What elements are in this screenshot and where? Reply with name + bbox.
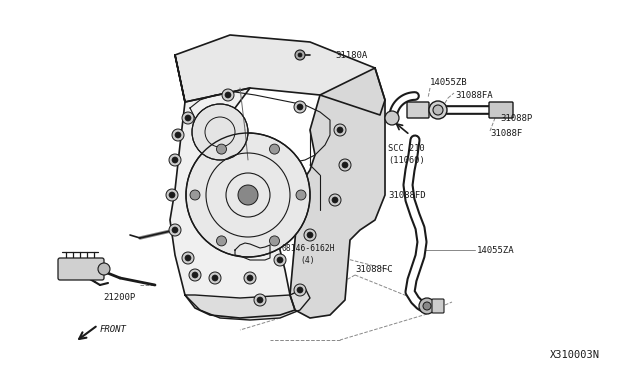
FancyBboxPatch shape xyxy=(432,299,444,313)
Circle shape xyxy=(277,257,283,263)
Circle shape xyxy=(332,197,338,203)
Polygon shape xyxy=(175,35,385,115)
Text: 31088FC: 31088FC xyxy=(355,266,392,275)
Circle shape xyxy=(297,287,303,293)
Circle shape xyxy=(269,144,280,154)
Circle shape xyxy=(192,104,248,160)
Circle shape xyxy=(185,255,191,261)
Circle shape xyxy=(269,236,280,246)
Text: 31088FA: 31088FA xyxy=(455,90,493,99)
Circle shape xyxy=(257,297,263,303)
Text: 14055ZB: 14055ZB xyxy=(430,77,468,87)
Circle shape xyxy=(337,127,343,133)
Circle shape xyxy=(433,105,443,115)
Text: 21200P: 21200P xyxy=(103,294,135,302)
Circle shape xyxy=(185,115,191,121)
Circle shape xyxy=(186,133,310,257)
Text: 14055ZA: 14055ZA xyxy=(477,246,515,254)
Circle shape xyxy=(423,302,431,310)
Text: X310003N: X310003N xyxy=(550,350,600,360)
Circle shape xyxy=(175,132,181,138)
Text: 31180A: 31180A xyxy=(335,51,367,60)
Circle shape xyxy=(182,112,194,124)
Circle shape xyxy=(342,162,348,168)
Circle shape xyxy=(182,252,194,264)
Circle shape xyxy=(192,272,198,278)
Text: 31088F: 31088F xyxy=(490,128,522,138)
Circle shape xyxy=(297,104,303,110)
Circle shape xyxy=(247,275,253,281)
Circle shape xyxy=(339,159,351,171)
Circle shape xyxy=(225,92,231,98)
Circle shape xyxy=(169,154,181,166)
Text: (11060): (11060) xyxy=(388,155,425,164)
Circle shape xyxy=(274,254,286,266)
Circle shape xyxy=(296,190,306,200)
FancyBboxPatch shape xyxy=(489,102,513,118)
Circle shape xyxy=(216,144,227,154)
Text: 31088FD: 31088FD xyxy=(388,190,426,199)
Circle shape xyxy=(244,272,256,284)
Circle shape xyxy=(307,232,313,238)
Circle shape xyxy=(304,229,316,241)
Circle shape xyxy=(212,275,218,281)
Circle shape xyxy=(172,129,184,141)
Text: FRONT: FRONT xyxy=(100,326,127,334)
Polygon shape xyxy=(185,288,310,320)
Text: SCC 210: SCC 210 xyxy=(388,144,425,153)
Text: (4): (4) xyxy=(300,256,315,264)
Circle shape xyxy=(189,269,201,281)
Polygon shape xyxy=(290,68,385,318)
Circle shape xyxy=(254,294,266,306)
Circle shape xyxy=(209,272,221,284)
Circle shape xyxy=(334,124,346,136)
Circle shape xyxy=(298,53,302,57)
Circle shape xyxy=(294,101,306,113)
Circle shape xyxy=(172,227,178,233)
Circle shape xyxy=(238,185,258,205)
Circle shape xyxy=(385,111,399,125)
FancyBboxPatch shape xyxy=(58,258,104,280)
Circle shape xyxy=(172,157,178,163)
Circle shape xyxy=(166,189,178,201)
Circle shape xyxy=(169,192,175,198)
Circle shape xyxy=(216,236,227,246)
Circle shape xyxy=(98,263,110,275)
Polygon shape xyxy=(170,55,295,318)
Circle shape xyxy=(429,101,447,119)
Circle shape xyxy=(419,298,435,314)
FancyBboxPatch shape xyxy=(407,102,429,118)
Circle shape xyxy=(295,50,305,60)
Circle shape xyxy=(329,194,341,206)
Circle shape xyxy=(169,224,181,236)
Text: 31088P: 31088P xyxy=(500,113,532,122)
Circle shape xyxy=(222,89,234,101)
Circle shape xyxy=(190,190,200,200)
Text: 08146-6162H: 08146-6162H xyxy=(282,244,335,253)
Circle shape xyxy=(294,284,306,296)
